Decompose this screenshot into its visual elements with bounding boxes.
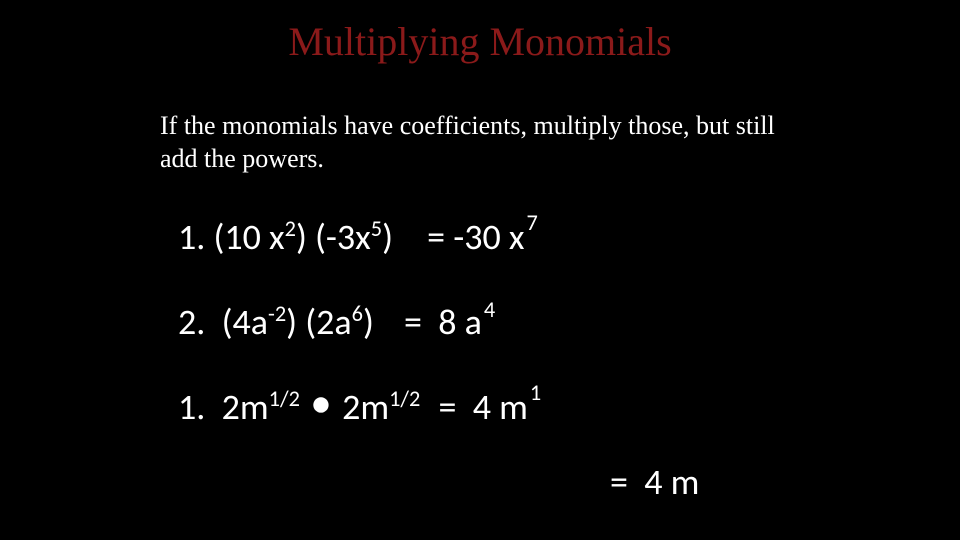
eq3-result-exp: 1 (530, 379, 541, 406)
eq1-equals: = (427, 215, 445, 259)
eq3-equals: = (439, 385, 457, 429)
eq2-part3: ) (363, 300, 374, 344)
eq3-part1: 2m (222, 385, 269, 429)
eq2-exp2: 6 (352, 300, 363, 327)
eq4-result: 4 m (644, 460, 699, 504)
eq4-equals: = (610, 460, 628, 504)
equation-2: 2. (4a-2) (2a6) = 8 a4 (178, 300, 493, 344)
eq1-part3: ) (382, 215, 393, 259)
eq2-result-exp: 4 (484, 296, 495, 323)
eq3-exp1: 1/2 (269, 385, 300, 412)
eq2-result-coef: 8 a (438, 300, 482, 344)
equation-2-lhs: 2. (4a-2) (2a6) (178, 300, 374, 344)
eq3-number: 1. (178, 385, 205, 429)
eq1-result-coef: -30 x (453, 215, 524, 259)
eq3-result-coef: 4 m (473, 385, 528, 429)
eq2-number: 2. (178, 300, 205, 344)
equation-2-rhs: = 8 a4 (404, 300, 493, 344)
dot-icon: • (308, 381, 334, 425)
eq1-exp1: 2 (285, 215, 296, 242)
eq1-number: 1. (178, 215, 205, 259)
slide: Multiplying Monomials If the monomials h… (0, 0, 960, 540)
eq2-part1: (4a (222, 300, 268, 344)
equation-4: = 4 m (610, 460, 699, 504)
eq1-exp2: 5 (371, 215, 382, 242)
slide-title: Multiplying Monomials (0, 18, 960, 65)
equation-3-lhs: 1. 2m1/2 • 2m1/2 (178, 385, 420, 429)
equation-3-rhs: = 4 m1 (439, 385, 540, 429)
equation-1-lhs: 1. (10 x2) (-3x5) (178, 215, 393, 259)
equation-1: 1. (10 x2) (-3x5) = -30 x7 (178, 215, 536, 259)
eq2-exp1: -2 (268, 300, 286, 327)
intro-paragraph: If the monomials have coefficients, mult… (160, 110, 800, 175)
eq2-equals: = (404, 300, 422, 344)
eq2-part2: ) (2a (286, 300, 351, 344)
eq3-part2: 2m (342, 385, 389, 429)
eq1-part2: ) (-3x (296, 215, 371, 259)
equation-1-rhs: = -30 x7 (427, 215, 536, 259)
eq3-exp2: 1/2 (389, 385, 420, 412)
eq1-result-exp: 7 (526, 209, 537, 236)
eq1-part1: (10 x (213, 215, 284, 259)
equation-3: 1. 2m1/2 • 2m1/2 = 4 m1 (178, 385, 539, 429)
